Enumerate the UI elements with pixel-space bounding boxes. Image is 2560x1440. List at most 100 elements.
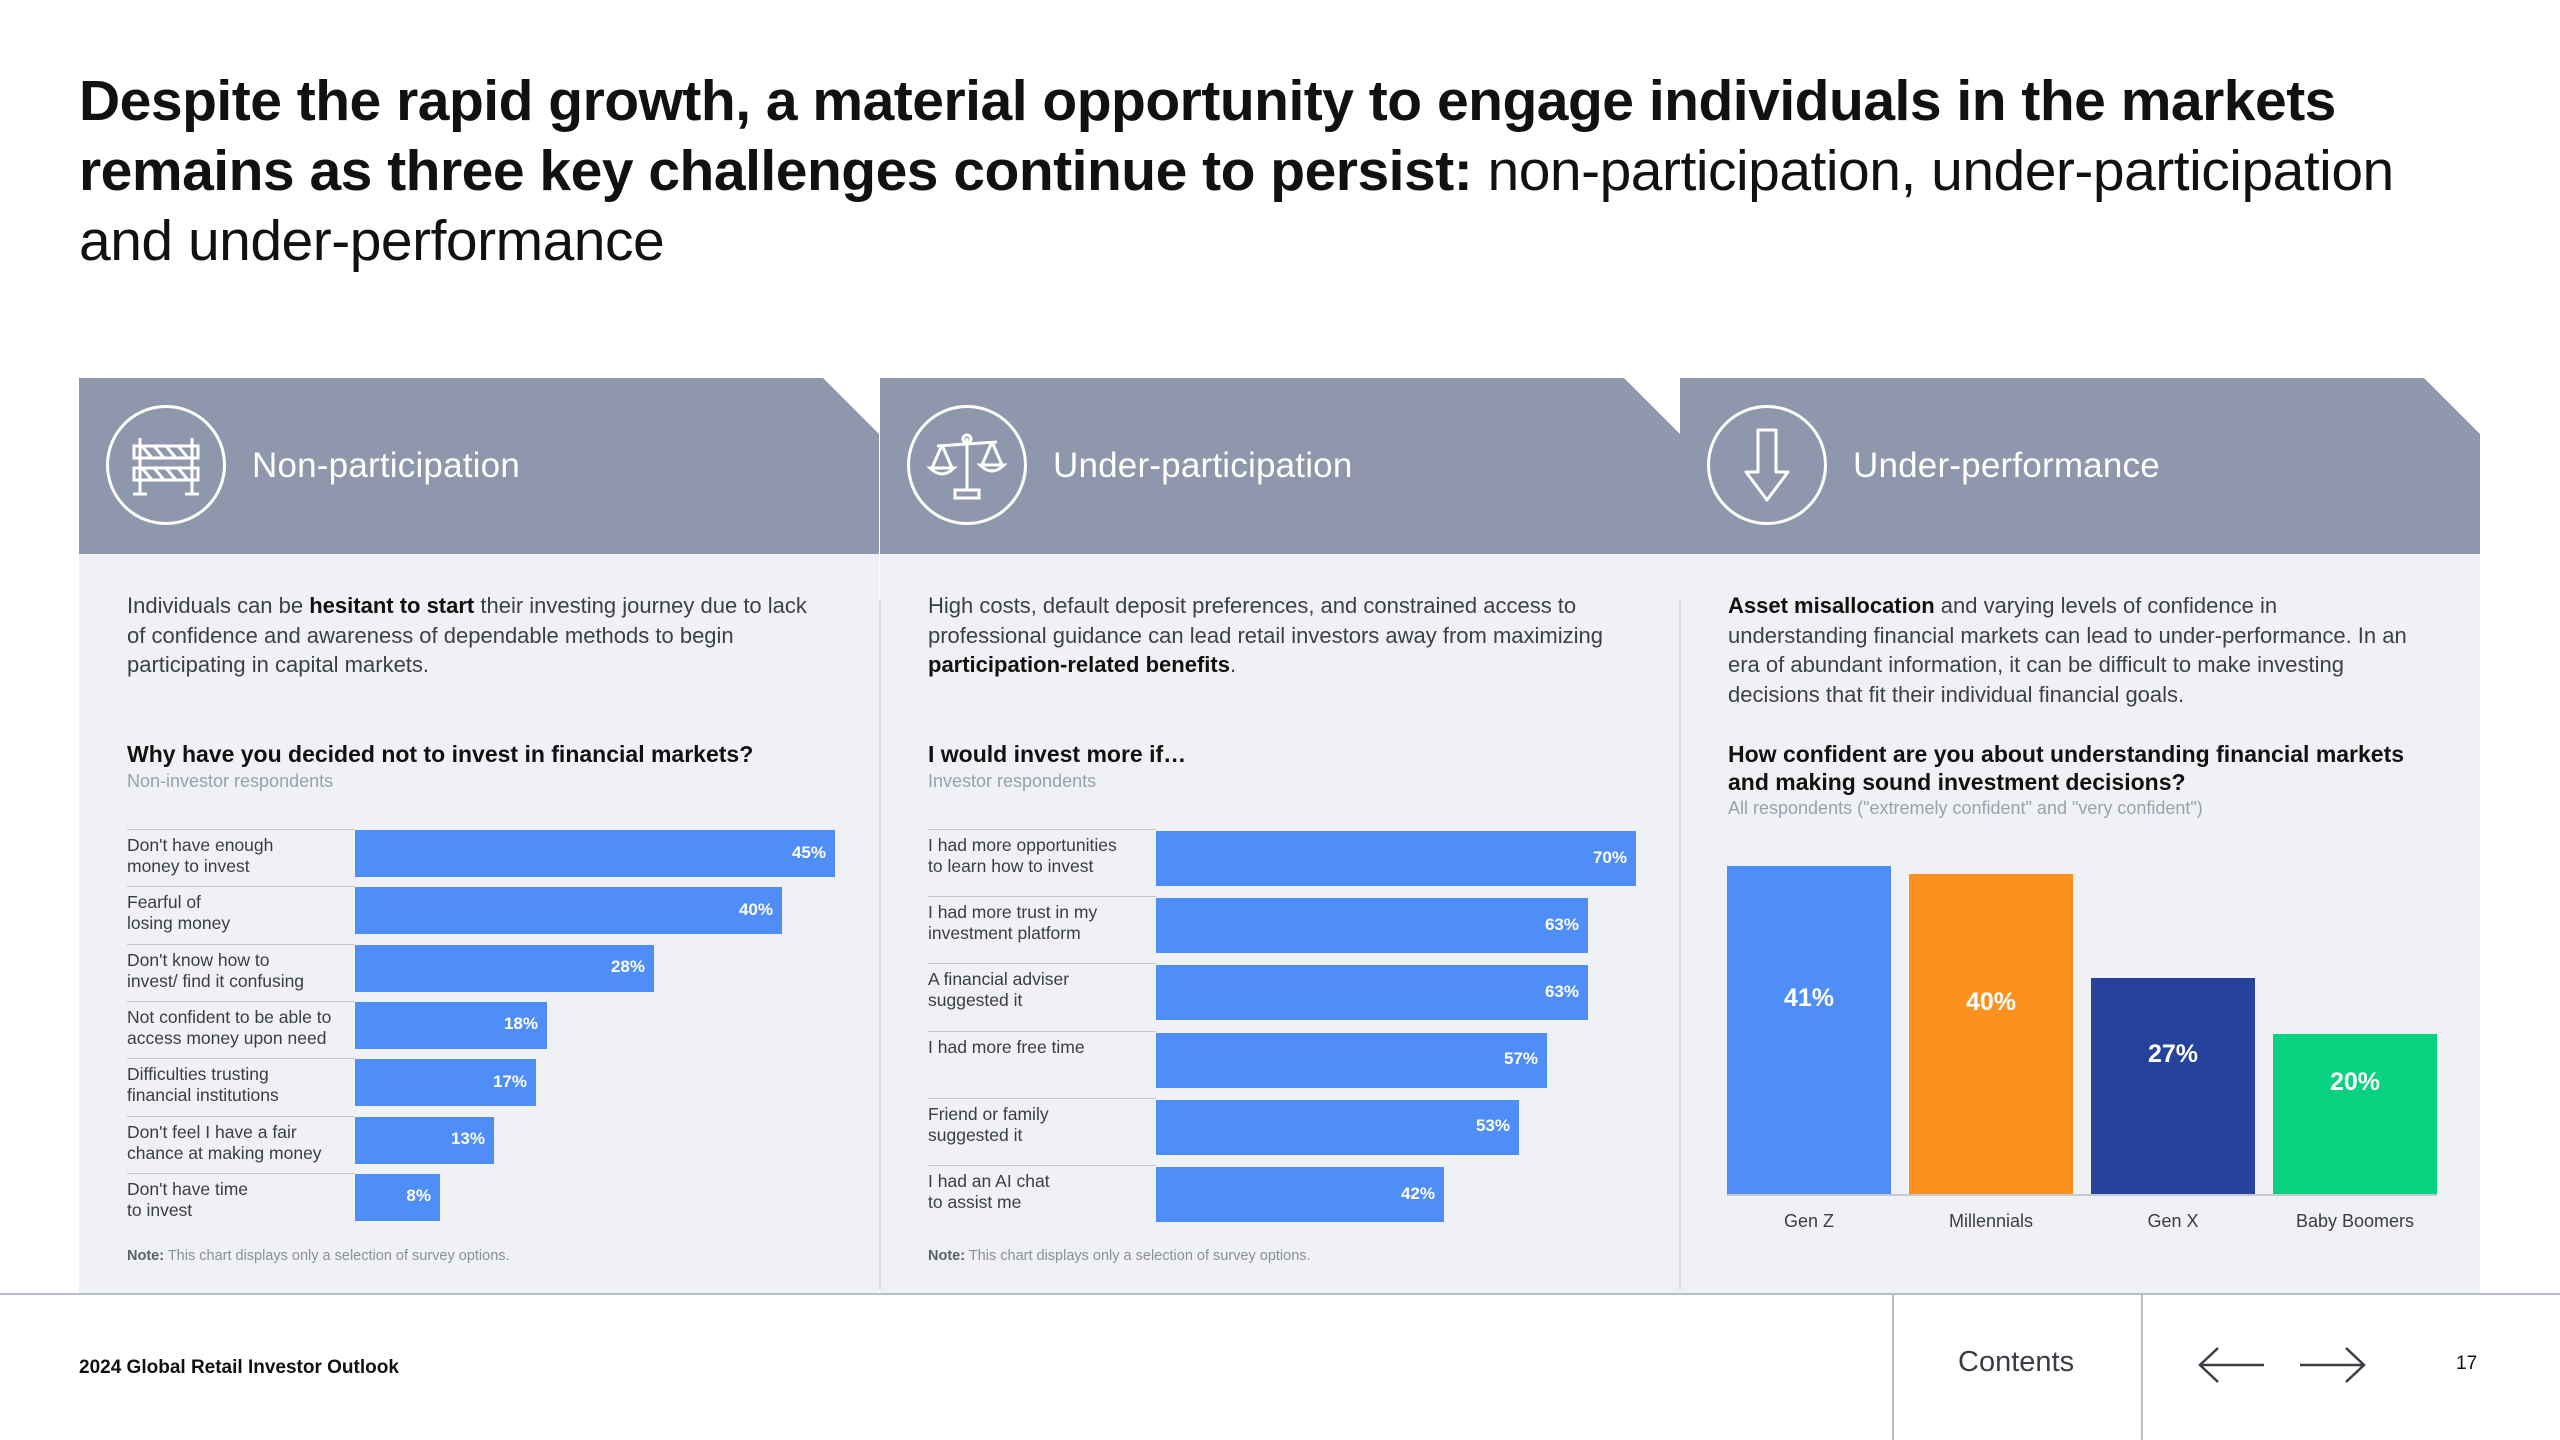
desc-text: their investing journey due to lack of c…: [127, 593, 807, 677]
panel-title: Under-performance: [1853, 446, 2160, 485]
row-rule: [127, 829, 355, 830]
bar-category-label: Don't have time to invest: [127, 1178, 249, 1220]
row-rule: [928, 963, 1156, 965]
note-label: Note:: [127, 1248, 165, 1264]
bar-category-label: A financial adviser suggested it: [928, 969, 1070, 1011]
panel-description: Individuals can be hesitant to start the…: [127, 591, 817, 680]
bar-value-label: 18%: [503, 1014, 538, 1034]
bar: 27%: [2091, 978, 2255, 1194]
bar-category-label: Difficulties trusting financial instituti…: [127, 1064, 279, 1106]
bar: 63%: [1156, 898, 1588, 954]
chart-row: Fearful of losing money 40%: [127, 886, 835, 943]
row-rule: [928, 896, 1156, 898]
bar-value-label: 57%: [1503, 1049, 1538, 1069]
desc-text: and varying levels of confidence in unde…: [1728, 593, 2407, 707]
bar: 40%: [1909, 874, 2073, 1194]
bar-category-label: Baby Boomers: [2295, 1211, 2415, 1231]
chart-row: Don't have time to invest 8%: [127, 1172, 835, 1230]
panel-header-band: Under-performance: [1680, 378, 2480, 554]
arrow-left-icon: [2198, 1347, 2264, 1383]
chart-row: Not confident to be able to access money …: [127, 1000, 835, 1058]
desc-text: High costs, default deposit preferences,…: [928, 593, 1603, 648]
chart-row: Don't have enough money to invest 45%: [127, 829, 835, 886]
bar-value-label: 40%: [1965, 988, 2017, 1016]
bar: 70%: [1156, 831, 1636, 886]
row-rule: [928, 1030, 1156, 1032]
bar-value-label: 42%: [1400, 1183, 1435, 1203]
bar: 20%: [2273, 1034, 2437, 1194]
chart-row: A financial adviser suggested it 63%: [928, 963, 1636, 1030]
bar-category-label: Millennials: [1948, 1211, 2034, 1231]
row-rule: [127, 1058, 355, 1060]
row-rule: [127, 886, 355, 888]
note-text: This chart displays only a selection of …: [965, 1248, 1311, 1264]
scales-icon: [907, 405, 1027, 525]
desc-text: .: [1229, 652, 1237, 677]
chart-subtitle: Non-investor respondents: [127, 771, 334, 791]
bar-value-label: 40%: [738, 899, 773, 919]
bar: 18%: [355, 1001, 547, 1049]
panel-header-band: Non-participation: [79, 378, 879, 554]
chart-question: How confident are you about understandin…: [1728, 741, 2405, 795]
bar-category-label: Not confident to be able to access money …: [127, 1006, 332, 1048]
bar: 53%: [1156, 1099, 1519, 1155]
desc-bold: participation-related benefits: [928, 652, 1230, 677]
next-page-button[interactable]: [2296, 1338, 2368, 1392]
footer-divider: [0, 1293, 2560, 1295]
chart-note: Note: This chart displays only a selecti…: [127, 1248, 510, 1264]
page-number: 17: [2456, 1353, 2478, 1374]
chart-row: Friend or family suggested it 53%: [928, 1097, 1636, 1165]
chart-row: Don't feel I have a fair chance at making…: [127, 1115, 835, 1173]
panel-divider: [1679, 600, 1681, 1290]
bar-category-label: I had more opportunities to learn how to …: [928, 835, 1117, 876]
bar: 40%: [355, 887, 782, 935]
bar-category-label: Friend or family suggested it: [928, 1103, 1049, 1145]
chart-note: Note: This chart displays only a selecti…: [928, 1248, 1311, 1264]
contents-link[interactable]: Contents: [1958, 1346, 2075, 1378]
panel-title: Under-participation: [1053, 446, 1353, 485]
row-rule: [127, 1000, 355, 1002]
bar-value-label: 17%: [492, 1071, 527, 1091]
bar-category-label: Don't have enough money to invest: [127, 835, 274, 876]
barrier-icon: [106, 405, 226, 525]
bar-category-label: Don't know how to invest/ find it confusi…: [127, 949, 305, 991]
chart-question: Why have you decided not to invest in fi…: [127, 741, 754, 767]
previous-page-button[interactable]: [2196, 1338, 2268, 1392]
page-headline: Despite the rapid growth, a material opp…: [79, 66, 2419, 276]
bar-value-label: 41%: [1783, 984, 1835, 1012]
chart-row: Don't know how to invest/ find it confusi…: [127, 943, 835, 1001]
arrow-right-icon: [2300, 1347, 2366, 1383]
bar: 41%: [1727, 866, 1891, 1194]
chart-row: I had an AI chat to assist me 42%: [928, 1165, 1636, 1232]
bar: 63%: [1156, 965, 1588, 1021]
chart-row: I had more free time 57%: [928, 1030, 1636, 1098]
panel-under-participation: Under-participation High costs, default …: [880, 378, 1680, 1293]
bar-value-label: 20%: [2329, 1068, 2381, 1096]
bar: 17%: [355, 1059, 536, 1107]
bar: 8%: [355, 1173, 440, 1221]
report-title: 2024 Global Retail Investor Outlook: [79, 1357, 399, 1378]
bar-category-label: I had more trust in my investment platfor…: [928, 902, 1098, 944]
bar-category-label: Fearful of losing money: [127, 892, 231, 934]
bar-value-label: 63%: [1544, 981, 1579, 1001]
bar-category-label: Gen X: [2147, 1211, 2199, 1231]
panel-divider: [879, 600, 881, 1290]
footer-separator: [1892, 1295, 1894, 1440]
bar-value-label: 45%: [791, 842, 826, 862]
bar-value-label: 70%: [1592, 847, 1627, 867]
note-text: This chart displays only a selection of …: [164, 1248, 510, 1264]
chart-row: Difficulties trusting financial instituti…: [127, 1058, 835, 1115]
panel-title: Non-participation: [252, 446, 520, 485]
headline-bold: Despite the rapid growth, a material opp…: [79, 69, 2336, 203]
desc-text: Individuals can be: [127, 593, 310, 618]
row-rule: [928, 829, 1156, 830]
bar: 57%: [1156, 1032, 1547, 1088]
panel-description: Asset misallocation and varying levels o…: [1728, 591, 2418, 709]
down-arrow-icon: [1707, 405, 1827, 525]
bar: 28%: [355, 944, 654, 992]
panel-description: High costs, default deposit preferences,…: [928, 591, 1618, 680]
bar-category-label: I had more free time: [928, 1036, 1085, 1057]
chart-row: I had more opportunities to learn how to …: [928, 829, 1636, 896]
desc-bold: hesitant to start: [309, 593, 475, 618]
bar-category-label: Gen Z: [1783, 1211, 1835, 1231]
